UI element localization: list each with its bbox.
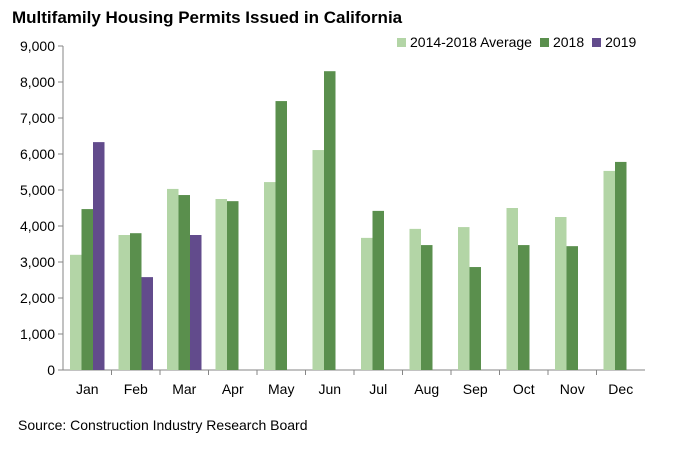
y-tick-label: 0 [47,362,55,378]
bar-2018-jul [372,210,384,370]
legend-label: 2018 [552,34,585,50]
bar-2018-feb [130,233,142,370]
y-tick-label: 3,000 [20,254,55,270]
bar-2014-2018-average-sep [458,227,470,370]
x-tick-label: Aug [414,381,439,397]
bar-2019-mar [190,235,202,370]
bar-2018-may [275,101,287,370]
y-tick-label: 4,000 [20,218,55,234]
bar-2014-2018-average-feb [118,235,130,370]
bar-2014-2018-average-nov [555,217,567,370]
x-tick-label: Oct [513,381,535,397]
bar-2018-jan [81,209,93,370]
bar-2018-oct [518,245,530,370]
legend-swatch [592,37,602,47]
bar-2018-apr [227,201,239,370]
legend-swatch [539,37,549,47]
x-tick-label: May [268,381,294,397]
x-tick-label: Jul [369,381,387,397]
x-tick-label: Mar [172,381,196,397]
bar-2018-mar [178,195,190,370]
bar-2014-2018-average-may [264,182,276,370]
bar-2018-jun [324,71,336,370]
bar-2019-feb [141,277,153,370]
bar-2014-2018-average-jan [70,254,82,370]
y-tick-label: 2,000 [20,290,55,306]
x-tick-label: Jan [76,381,99,397]
bar-2018-sep [469,267,481,370]
bar-2014-2018-average-dec [603,170,615,370]
y-tick-label: 1,000 [20,326,55,342]
x-tick-label: Dec [608,381,633,397]
chart-title: Multifamily Housing Permits Issued in Ca… [12,8,403,27]
bar-2018-nov [566,246,578,370]
y-tick-label: 7,000 [20,110,55,126]
legend: 2014-2018 Average 2018 2019 [397,34,636,50]
source-note: Source: Construction Industry Research B… [18,417,308,433]
legend-item-2019: 2019 [592,34,636,50]
legend-item-average: 2014-2018 Average [397,34,532,50]
x-tick-label: Apr [222,381,244,397]
bar-2014-2018-average-mar [167,188,179,370]
bar-2019-jan [93,142,105,370]
bar-2014-2018-average-jun [312,150,324,370]
legend-label: 2014-2018 Average [410,34,532,50]
x-tick-label: Sep [463,381,488,397]
bar-2014-2018-average-aug [409,228,421,370]
legend-label: 2019 [605,34,637,50]
x-tick-label: Nov [560,381,585,397]
y-tick-label: 8,000 [20,74,55,90]
y-tick-label: 5,000 [20,182,55,198]
bar-2014-2018-average-apr [215,199,227,370]
x-tick-label: Jun [318,381,341,397]
x-tick-label: Feb [124,381,148,397]
y-tick-label: 6,000 [20,146,55,162]
bar-2014-2018-average-oct [506,208,518,370]
legend-item-2018: 2018 [539,34,585,50]
legend-swatch [397,37,406,47]
bar-2014-2018-average-jul [361,237,373,370]
bar-2018-aug [421,245,433,370]
y-tick-label: 9,000 [20,38,55,54]
bar-2018-dec [615,161,627,370]
